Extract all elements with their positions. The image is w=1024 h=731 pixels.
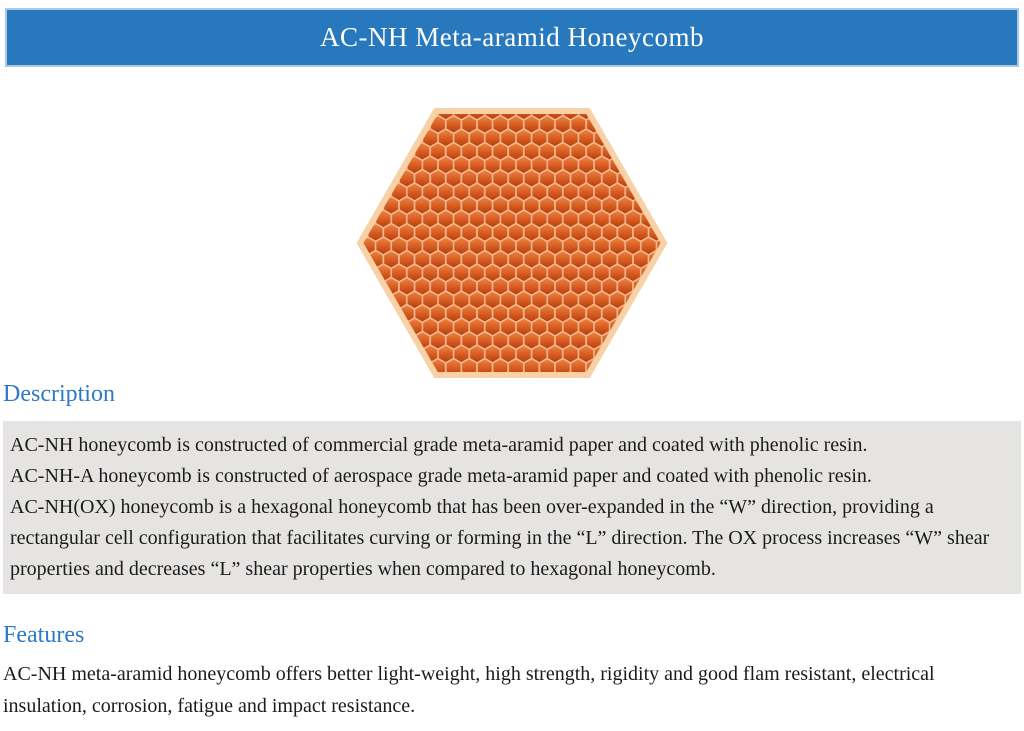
- title-bar: AC-NH Meta-aramid Honeycomb: [5, 8, 1019, 67]
- honeycomb-image: [356, 108, 668, 378]
- description-line-1: AC-NH honeycomb is constructed of commer…: [10, 434, 868, 456]
- features-heading: Features: [3, 622, 85, 648]
- description-heading: Description: [3, 381, 115, 407]
- honeycomb-image-container: [0, 107, 1024, 379]
- description-box: AC-NH honeycomb is constructed of commer…: [3, 421, 1021, 594]
- features-text: AC-NH meta-aramid honeycomb offers bette…: [3, 663, 935, 717]
- page-title: AC-NH Meta-aramid Honeycomb: [320, 22, 704, 52]
- description-line-2: AC-NH-A honeycomb is constructed of aero…: [10, 465, 872, 487]
- description-line-3: AC-NH(OX) honeycomb is a hexagonal honey…: [10, 496, 990, 580]
